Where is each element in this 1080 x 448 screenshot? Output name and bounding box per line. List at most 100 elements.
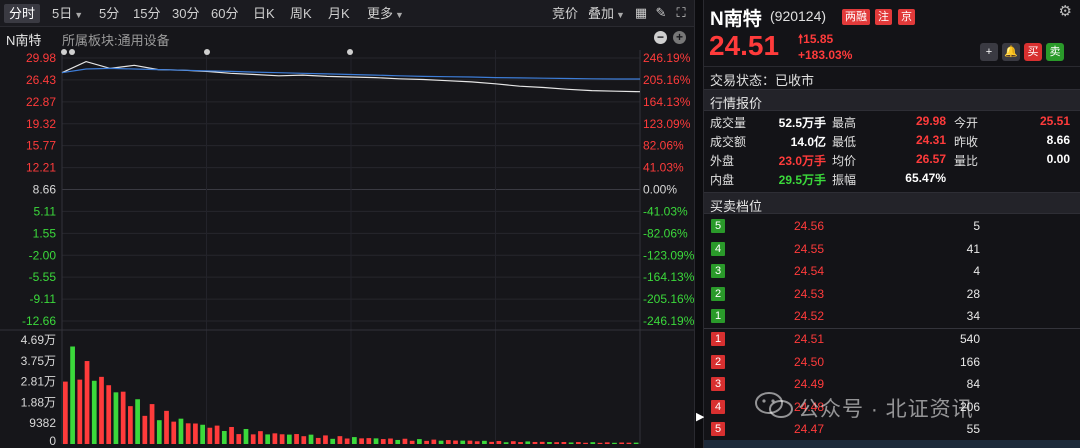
stat-label: 成交量 xyxy=(710,116,747,130)
ask-level-row[interactable]: 3 24.54 4 xyxy=(704,262,1080,281)
tab-5day[interactable]: 5日 ▼ xyxy=(52,4,83,23)
volume-bar xyxy=(99,376,104,444)
collapse-arrow-icon[interactable]: ▶ xyxy=(696,411,705,423)
volume-tick-label: 0 xyxy=(49,434,56,448)
volume-tick-label: 2.81万 xyxy=(21,375,56,389)
chart-panel: 分时 5日 ▼ 5分 15分 30分 60分 日K 周K 月K 更多 ▼ 竞价 叠加… xyxy=(0,4,694,448)
percent-tick-label: 246.19% xyxy=(643,51,691,65)
volume-bar xyxy=(431,439,437,444)
volume-bar xyxy=(91,380,97,444)
tab-5min[interactable]: 5分 xyxy=(99,6,120,21)
bid-level-row[interactable]: 2 24.50 166 xyxy=(704,353,1080,372)
volume-tick-label: 3.75万 xyxy=(21,354,56,368)
stat-label: 量比 xyxy=(954,154,979,168)
volume-bar xyxy=(380,439,386,444)
fullscreen-icon[interactable]: ⛶ xyxy=(676,5,686,20)
stat-label: 成交额 xyxy=(710,135,747,149)
price-tick-label: -2.00 xyxy=(29,248,57,262)
quote-stat-row: 成交量 52.5万手 最高 29.98 今开 25.51 xyxy=(704,112,1080,131)
ask-volume: 5 xyxy=(973,219,980,233)
zoom-out-icon[interactable]: − xyxy=(654,31,667,44)
sector-label: 所属板块:通用设备 xyxy=(62,33,170,48)
bid-volume: 540 xyxy=(959,332,980,346)
tab-monthly-k[interactable]: 月K xyxy=(328,6,350,21)
quote-stock-code: (920124) xyxy=(770,8,827,24)
volume-bar xyxy=(532,441,538,444)
ask-level-row[interactable]: 2 24.53 28 xyxy=(704,285,1080,304)
volume-bar xyxy=(568,442,574,444)
order-book-footer xyxy=(704,440,1080,448)
percent-tick-label: 41.03% xyxy=(643,161,684,175)
stock-name-label: N南特 xyxy=(6,33,42,48)
grid-icon[interactable]: ▦ xyxy=(634,5,648,20)
ask-volume: 4 xyxy=(973,264,980,278)
ask-price: 24.53 xyxy=(794,286,825,301)
volume-bar xyxy=(258,431,263,444)
volume-bar xyxy=(294,434,299,444)
stat-label: 外盘 xyxy=(710,154,735,168)
bid-level-row[interactable]: 4 24.48 206 xyxy=(704,398,1080,417)
percent-tick-label: -82.06% xyxy=(643,226,688,240)
timeshare-chart: 29.98 246.19% 26.43 205.16% 22.87 164.13% 19.3… xyxy=(0,49,694,448)
ask-price: 24.54 xyxy=(794,264,825,278)
tab-weekly-k[interactable]: 周K xyxy=(290,6,312,21)
bid-level-row[interactable]: 1 24.51 540 xyxy=(704,330,1080,349)
add-icon[interactable]: + xyxy=(980,43,998,61)
overlay-button[interactable]: 叠加 ▼ xyxy=(588,4,625,23)
volume-bar xyxy=(156,420,162,444)
bid-price: 24.50 xyxy=(794,354,825,369)
market-section-title: 行情报价 xyxy=(710,96,763,111)
bid-level-row[interactable]: 5 24.47 55 xyxy=(704,420,1080,439)
bid-level-row[interactable]: 3 24.49 84 xyxy=(704,375,1080,394)
price-tick-label: -9.11 xyxy=(30,292,57,306)
gear-icon[interactable]: ⚙ xyxy=(1058,3,1072,20)
stat-value: 29.98 xyxy=(915,114,946,128)
volume-bar xyxy=(496,441,502,444)
volume-bar xyxy=(193,423,198,444)
price-tick-label: 26.43 xyxy=(26,73,56,87)
tab-15min[interactable]: 15分 xyxy=(133,6,161,21)
stat-value: 0.00 xyxy=(1046,152,1070,166)
stat-value: 25.51 xyxy=(1039,114,1070,128)
volume-bar xyxy=(113,392,119,444)
ask-price: 24.56 xyxy=(794,219,825,233)
volume-bar xyxy=(272,433,278,444)
ask-level-row[interactable]: 4 24.55 41 xyxy=(704,240,1080,259)
ask-level-badge: 2 xyxy=(711,286,725,301)
chart-grid xyxy=(0,50,694,444)
axis-labels: 29.98 246.19% 26.43 205.16% 22.87 164.13% 19.3… xyxy=(21,51,694,448)
tab-5day-label: 5日 xyxy=(52,6,73,21)
sell-button[interactable]: 卖 xyxy=(1046,43,1064,61)
tab-30min[interactable]: 30分 xyxy=(172,6,200,21)
tab-timeshare[interactable]: 分时 xyxy=(4,4,41,23)
quote-stat-row: 内盘 29.5万手 振幅 65.47% xyxy=(704,169,1080,188)
price-tick-label: -12.66 xyxy=(22,314,56,328)
tab-more[interactable]: 更多 ▼ xyxy=(367,4,404,23)
volume-bar xyxy=(84,361,90,444)
ask-level-badge: 3 xyxy=(711,264,725,278)
volume-bar xyxy=(590,442,596,444)
stat-label: 内盘 xyxy=(710,173,735,187)
ask-level-row[interactable]: 1 24.52 34 xyxy=(704,307,1080,326)
zoom-in-icon[interactable]: + xyxy=(673,31,686,44)
volume-bar xyxy=(474,441,480,444)
panel-divider[interactable] xyxy=(694,0,704,448)
volume-bar xyxy=(207,427,213,444)
compete-button[interactable]: 竞价 xyxy=(552,6,579,21)
pen-icon[interactable]: ✎ xyxy=(655,5,667,20)
volume-bar xyxy=(402,438,408,444)
tab-60min[interactable]: 60分 xyxy=(211,6,239,21)
volume-bar xyxy=(604,442,610,444)
event-marker-dot xyxy=(204,49,210,55)
quote-panel: N南特 (920124) 两融 注 京 ⚙ 24.51 🠕15.85 +183.… xyxy=(704,0,1080,448)
ask-level-row[interactable]: 5 24.56 5 xyxy=(704,217,1080,236)
tab-daily-k[interactable]: 日K xyxy=(253,6,275,21)
ask-price: 24.52 xyxy=(794,309,825,323)
buy-button[interactable]: 买 xyxy=(1024,43,1042,61)
volume-bar xyxy=(626,442,632,444)
volume-bar xyxy=(149,404,155,444)
bell-icon[interactable]: 🔔 xyxy=(1002,43,1020,61)
price-tick-label: -5.55 xyxy=(29,270,57,284)
volume-bar xyxy=(128,406,133,444)
price-change: 🠕15.85 xyxy=(798,30,833,51)
